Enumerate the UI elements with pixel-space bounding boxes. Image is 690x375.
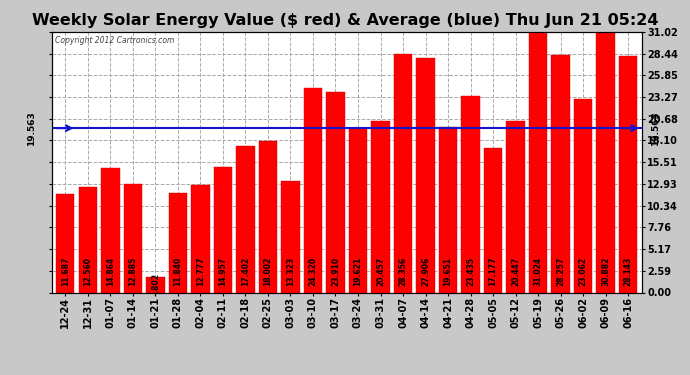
Text: 23.910: 23.910: [331, 257, 340, 286]
Text: 19.651: 19.651: [444, 257, 453, 286]
Bar: [236, 146, 255, 292]
Text: 30.882: 30.882: [601, 257, 610, 286]
Text: 11.687: 11.687: [61, 257, 70, 286]
Bar: [551, 55, 570, 292]
Bar: [79, 187, 97, 292]
Bar: [304, 88, 322, 292]
Text: 19.621: 19.621: [353, 257, 362, 286]
Text: 23.062: 23.062: [579, 257, 588, 286]
Bar: [439, 128, 457, 292]
Text: 24.320: 24.320: [308, 257, 317, 286]
Bar: [416, 58, 435, 292]
Bar: [101, 168, 119, 292]
Bar: [619, 56, 638, 292]
Bar: [124, 184, 142, 292]
Bar: [529, 32, 547, 292]
Text: 12.560: 12.560: [83, 257, 92, 286]
Text: 28.356: 28.356: [399, 257, 408, 286]
Bar: [371, 121, 390, 292]
Bar: [259, 141, 277, 292]
Text: 31.024: 31.024: [533, 257, 542, 286]
Bar: [574, 99, 593, 292]
Text: 17.402: 17.402: [241, 257, 250, 286]
Text: 28.143: 28.143: [624, 257, 633, 286]
Text: 27.906: 27.906: [421, 257, 430, 286]
Bar: [596, 33, 615, 292]
Text: Weekly Solar Energy Value ($ red) & Average (blue) Thu Jun 21 05:24: Weekly Solar Energy Value ($ red) & Aver…: [32, 13, 658, 28]
Bar: [282, 180, 299, 292]
Bar: [56, 194, 75, 292]
Text: 19.563: 19.563: [651, 111, 660, 146]
Text: 19.563: 19.563: [27, 111, 36, 146]
Text: 20.457: 20.457: [376, 257, 385, 286]
Bar: [214, 167, 232, 292]
Bar: [168, 193, 187, 292]
Text: 28.257: 28.257: [556, 257, 565, 286]
Text: 12.885: 12.885: [128, 257, 137, 286]
Bar: [484, 148, 502, 292]
Bar: [191, 185, 210, 292]
Bar: [462, 96, 480, 292]
Text: 14.957: 14.957: [218, 257, 228, 286]
Bar: [146, 278, 164, 292]
Text: 14.864: 14.864: [106, 257, 115, 286]
Text: 20.447: 20.447: [511, 257, 520, 286]
Bar: [348, 128, 367, 292]
Bar: [326, 92, 345, 292]
Text: Copyright 2012 Cartronics.com: Copyright 2012 Cartronics.com: [55, 36, 174, 45]
Text: 18.002: 18.002: [264, 257, 273, 286]
Bar: [506, 121, 525, 292]
Text: 12.777: 12.777: [196, 257, 205, 286]
Text: 23.435: 23.435: [466, 257, 475, 286]
Text: 17.177: 17.177: [489, 257, 497, 286]
Text: 1.802: 1.802: [151, 273, 160, 297]
Bar: [394, 54, 412, 292]
Text: 11.840: 11.840: [173, 257, 182, 286]
Text: 13.323: 13.323: [286, 257, 295, 286]
